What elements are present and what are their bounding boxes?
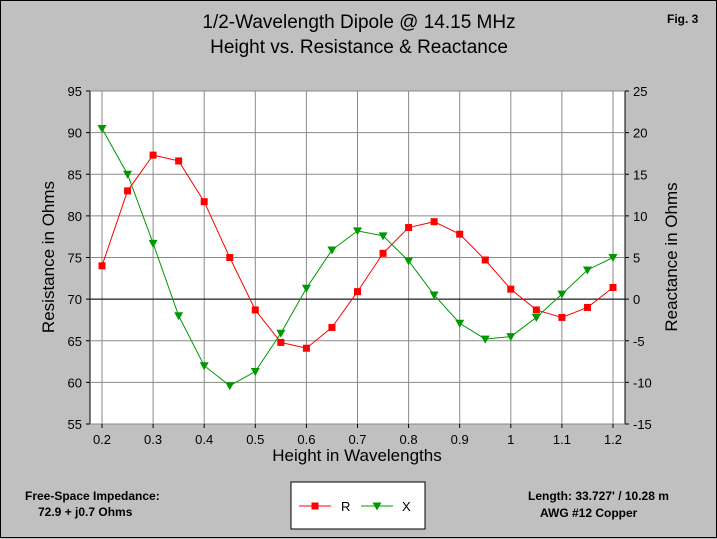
x-tick-label: 0.6 (297, 432, 315, 447)
x-tick-label: 0.5 (246, 432, 264, 447)
x-axis-label: Height in Wavelengths (272, 446, 441, 465)
chart-title: 1/2-Wavelength Dipole @ 14.15 MHz (202, 12, 515, 33)
series-r-point (277, 338, 285, 346)
series-r-point (175, 157, 183, 165)
series-x-point (97, 124, 107, 133)
y2-tick-label: 15 (633, 167, 647, 182)
legend-r-label: R (341, 499, 350, 514)
y-tick-label: 95 (68, 84, 82, 99)
x-tick-label: 0.3 (144, 432, 162, 447)
series-r-point (200, 198, 208, 206)
series-r-point (302, 344, 310, 352)
x-tick-label: 1.1 (553, 432, 571, 447)
series-x-point (378, 232, 388, 241)
chart-subtitle: Height vs. Resistance & Reactance (210, 37, 508, 58)
series-r-point (558, 313, 566, 321)
x-tick-label: 1 (507, 432, 514, 447)
series-r-point (251, 306, 259, 314)
legend-x-label: X (402, 499, 411, 514)
x-tick-label: 1.2 (604, 432, 622, 447)
y-tick-label: 55 (68, 417, 82, 432)
y-tick-label: 60 (68, 375, 82, 390)
fig-label: Fig. 3 (667, 12, 699, 26)
series-r-point (149, 151, 157, 159)
series-x-point (148, 239, 158, 248)
y-tick-label: 90 (68, 126, 82, 141)
y-tick-label: 80 (68, 209, 82, 224)
y2-tick-label: -10 (633, 375, 652, 390)
y-tick-label: 70 (68, 292, 82, 307)
series-group (97, 124, 618, 391)
series-x-point (506, 333, 516, 342)
y2-tick-label: -15 (633, 417, 652, 432)
series-r-point (583, 303, 591, 311)
series-x-point (582, 266, 592, 275)
series-r-point (507, 285, 515, 293)
series-r-point (379, 249, 387, 257)
series-x-point (301, 284, 311, 293)
series-x-point (557, 290, 567, 299)
y2-tick-label: 10 (633, 209, 647, 224)
series-x-point (531, 313, 541, 322)
series-x-point (199, 362, 209, 371)
series-x-point (327, 246, 337, 255)
y2-tick-label: -5 (633, 334, 645, 349)
y-tick-label: 65 (68, 334, 82, 349)
series-x-point (276, 329, 286, 338)
x-tick-label: 0.7 (348, 432, 366, 447)
series-r-point (98, 262, 106, 270)
impedance-title: Free-Space Impedance: (25, 489, 160, 503)
wire-note: AWG #12 Copper (540, 506, 638, 520)
series-x-point (608, 254, 618, 262)
series-x-point (455, 319, 465, 328)
length-note: Length: 33.727' / 10.28 m (528, 489, 669, 503)
x-tick-label: 0.4 (195, 432, 213, 447)
y2-tick-label: 5 (633, 251, 640, 266)
series-r-point (405, 224, 413, 232)
legend-x-marker (372, 502, 382, 511)
series-r-point (456, 230, 464, 238)
legend-r-marker (311, 502, 319, 510)
x-tick-label: 0.8 (400, 432, 418, 447)
series-x-point (353, 227, 362, 236)
y-tick-label: 75 (68, 251, 82, 266)
series-r-point (481, 256, 489, 264)
series-x-point (123, 170, 133, 179)
series-x-point (174, 312, 184, 321)
y2-tick-label: 20 (633, 126, 647, 141)
y2-tick-label: 25 (633, 84, 647, 99)
series-r-point (430, 218, 438, 226)
series-r-point (532, 306, 540, 314)
series-r-point (124, 187, 132, 195)
x-tick-label: 0.2 (93, 432, 111, 447)
gridlines (90, 90, 625, 425)
series-x-point (225, 382, 235, 391)
y-tick-label: 85 (68, 167, 82, 182)
series-r-point (354, 288, 361, 296)
x-tick-label: 0.9 (451, 432, 469, 447)
series-r-point (226, 254, 234, 261)
impedance-value: 72.9 + j0.7 Ohms (38, 505, 133, 519)
axis-ticks: 0.2 0.3 0.4 0.5 0.6 0.7 0.8 0.9 1 1.1 1.2 55 60 65 70 7… (68, 84, 652, 447)
y2-axis-label: Reactance in Ohms (662, 182, 681, 331)
series-x-point (480, 335, 490, 344)
series-r-point (609, 283, 617, 291)
series-x-point (404, 257, 414, 266)
series-r-point (328, 323, 336, 331)
series-x-point (250, 368, 260, 377)
series-x-point (429, 291, 439, 300)
y-axis-label: Resistance in Ohms (39, 181, 58, 333)
y2-tick-label: 0 (633, 292, 640, 307)
